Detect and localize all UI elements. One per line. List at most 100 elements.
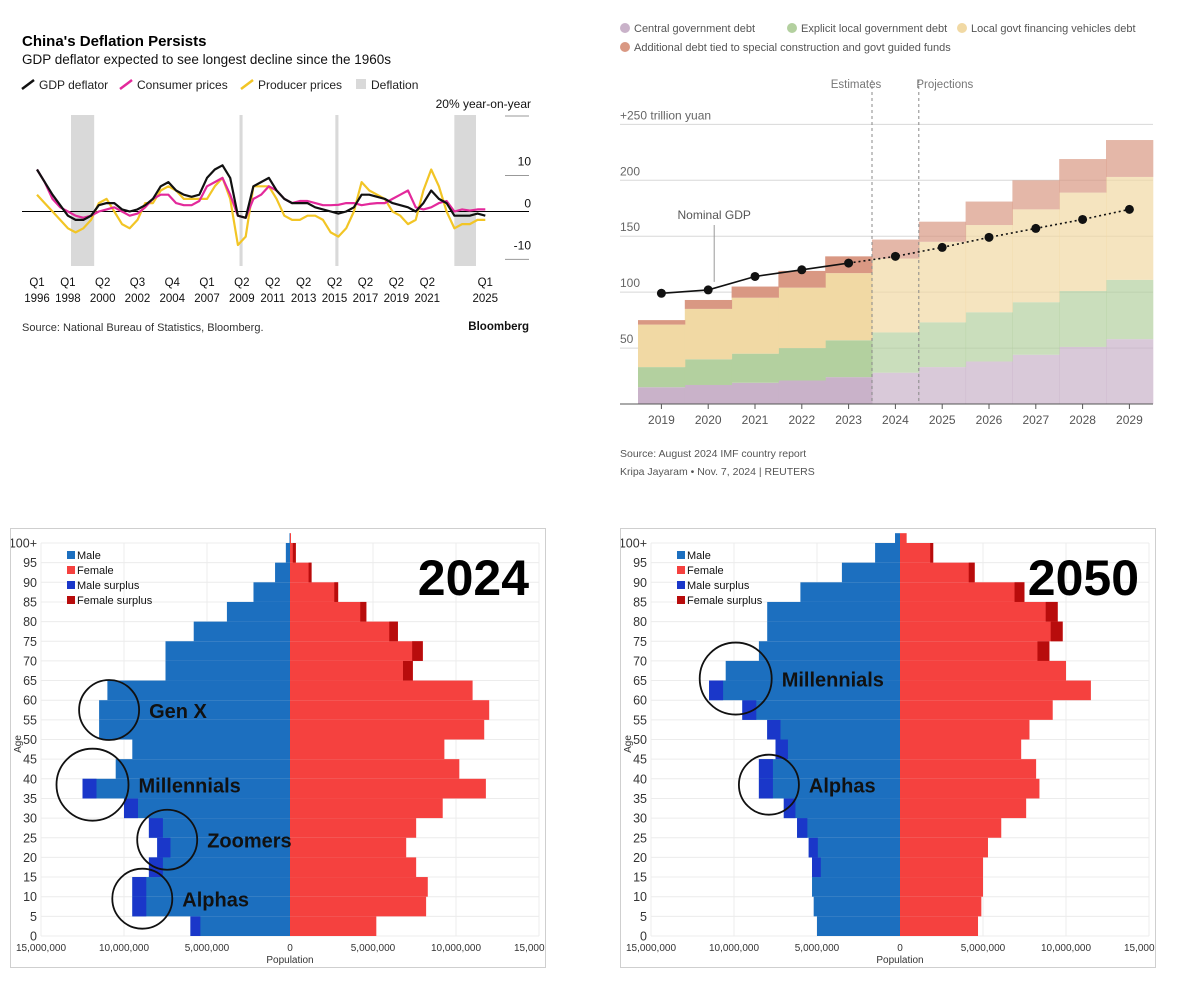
female-surplus-bar xyxy=(1050,621,1063,642)
population-tick-label: 10,000,000 xyxy=(1041,943,1091,954)
male-bar xyxy=(767,601,900,622)
x-tick-year: 2009 xyxy=(229,293,255,305)
x-tick-quarter: Q1 xyxy=(199,277,214,289)
age-tick-label: 60 xyxy=(633,694,647,708)
male-bar xyxy=(758,759,900,779)
legend-label: Female xyxy=(687,565,724,577)
central-debt-layer xyxy=(638,339,1154,404)
gdp-point xyxy=(844,258,854,268)
female-surplus-bar xyxy=(412,641,423,661)
female-bar xyxy=(290,660,413,681)
legend-item-ppi: Producer prices xyxy=(240,78,342,92)
period-markers: Estimates Projections xyxy=(831,79,973,404)
age-tick-label: 0 xyxy=(640,930,647,944)
pyramid-2024-panel: 0 5 10 15 20 25 30 35 40 45 50 55 60 65 70 75 80 85 90 95 10… xyxy=(9,528,564,968)
area-segment xyxy=(1059,192,1107,292)
y-tick-label: 10 xyxy=(518,155,532,169)
population-tick-label: 15,000,000 xyxy=(514,943,545,954)
x-tick-year: 2013 xyxy=(291,293,317,305)
female-bar xyxy=(900,719,1030,740)
y-gridlines: 10 0 -10 xyxy=(22,115,532,260)
population-tick-label: 0 xyxy=(897,943,903,954)
area-segment xyxy=(872,332,920,373)
cohort-label: Millennials xyxy=(139,776,241,798)
male-bar xyxy=(812,877,900,897)
legend-label: Male surplus xyxy=(77,580,140,592)
male-bar xyxy=(767,719,900,740)
area-segment xyxy=(731,382,779,404)
lgfv-debt-layer xyxy=(638,176,1154,368)
pyramid-2024-chart: 0 5 10 15 20 25 30 35 40 45 50 55 60 65 70 75 80 85 90 95 10… xyxy=(9,533,564,966)
legend-label: Male xyxy=(687,550,711,562)
area-segment xyxy=(1012,209,1060,303)
legend-label: Female xyxy=(77,565,114,577)
legend-swatch-local xyxy=(787,23,797,33)
cohort-label: Gen X xyxy=(149,701,207,723)
female-bar xyxy=(900,641,1050,661)
population-tick-label: 15,000,000 xyxy=(16,943,66,954)
female-bar xyxy=(900,700,1053,720)
female-surplus-bar xyxy=(968,562,975,583)
area-segment xyxy=(918,221,967,242)
female-bar xyxy=(900,837,988,858)
stacked-areas xyxy=(638,140,1154,404)
female-bar xyxy=(290,818,417,838)
cohort-label: Millennials xyxy=(782,670,884,692)
age-tick-label: 0 xyxy=(30,930,37,944)
female-bar xyxy=(900,798,1027,819)
age-tick-label: 65 xyxy=(23,674,37,688)
male-surplus-bar xyxy=(767,719,781,740)
age-tick-label: 55 xyxy=(633,713,647,727)
x-tick-label: 2022 xyxy=(788,413,815,427)
female-bar xyxy=(900,759,1037,779)
area-segment xyxy=(778,270,826,288)
x-tick-quarter: Q1 xyxy=(478,277,493,289)
male-surplus-bar xyxy=(157,837,171,858)
population-tick-label: 5,000,000 xyxy=(185,943,230,954)
female-bar xyxy=(290,916,377,936)
legend-item-additional: Additional debt tied to special construc… xyxy=(620,42,951,54)
age-tick-label: 15 xyxy=(23,871,37,885)
area-segment xyxy=(684,308,733,360)
age-tick-label: 95 xyxy=(633,556,647,570)
age-tick-label: 65 xyxy=(633,674,647,688)
x-tick-label: 2024 xyxy=(882,413,909,427)
age-tick-label: 70 xyxy=(23,654,37,668)
population-axis: 15,000,000 10,000,000 5,000,000 0 5,000,000 1… xyxy=(16,943,564,954)
x-tick-quarter: Q3 xyxy=(130,277,145,289)
age-tick-label: 45 xyxy=(23,753,37,767)
legend-item-lgfv: Local govt financing vehicles debt xyxy=(957,23,1136,35)
female-bar xyxy=(900,857,983,878)
legend-swatch xyxy=(67,566,75,574)
male-bar xyxy=(99,719,290,740)
area-segment xyxy=(1059,291,1107,347)
area-segment xyxy=(965,201,1013,226)
age-tick-label: 20 xyxy=(23,851,37,865)
male-bar xyxy=(841,562,900,583)
x-tick-quarter: Q2 xyxy=(265,277,280,289)
area-segment xyxy=(684,384,733,404)
x-tick-year: 2025 xyxy=(472,293,498,305)
legend-swatch xyxy=(677,566,685,574)
legend-label-ppi: Producer prices xyxy=(258,78,342,92)
male-surplus-bar xyxy=(132,877,147,897)
legend-label: Female surplus xyxy=(687,595,763,607)
population-tick-label: 10,000,000 xyxy=(709,943,759,954)
y-tick-label: -10 xyxy=(514,238,532,252)
male-bar xyxy=(812,857,900,878)
gdp-point xyxy=(984,232,994,242)
x-tick-label: 2025 xyxy=(929,413,956,427)
area-segment xyxy=(731,297,779,354)
legend-swatch xyxy=(67,551,75,559)
legend-swatch-lgfv xyxy=(957,23,967,33)
age-tick-label: 25 xyxy=(633,831,647,845)
area-segment xyxy=(638,324,686,368)
population-tick-label: 5,000,000 xyxy=(795,943,840,954)
gdp-callout-label: Nominal GDP xyxy=(678,208,751,222)
x-tick-label: 2020 xyxy=(695,413,722,427)
x-tick-quarter: Q2 xyxy=(234,277,249,289)
male-surplus-bar xyxy=(709,680,724,701)
male-bar xyxy=(742,700,900,720)
area-segment xyxy=(872,239,920,259)
deflation-bands xyxy=(71,115,476,266)
